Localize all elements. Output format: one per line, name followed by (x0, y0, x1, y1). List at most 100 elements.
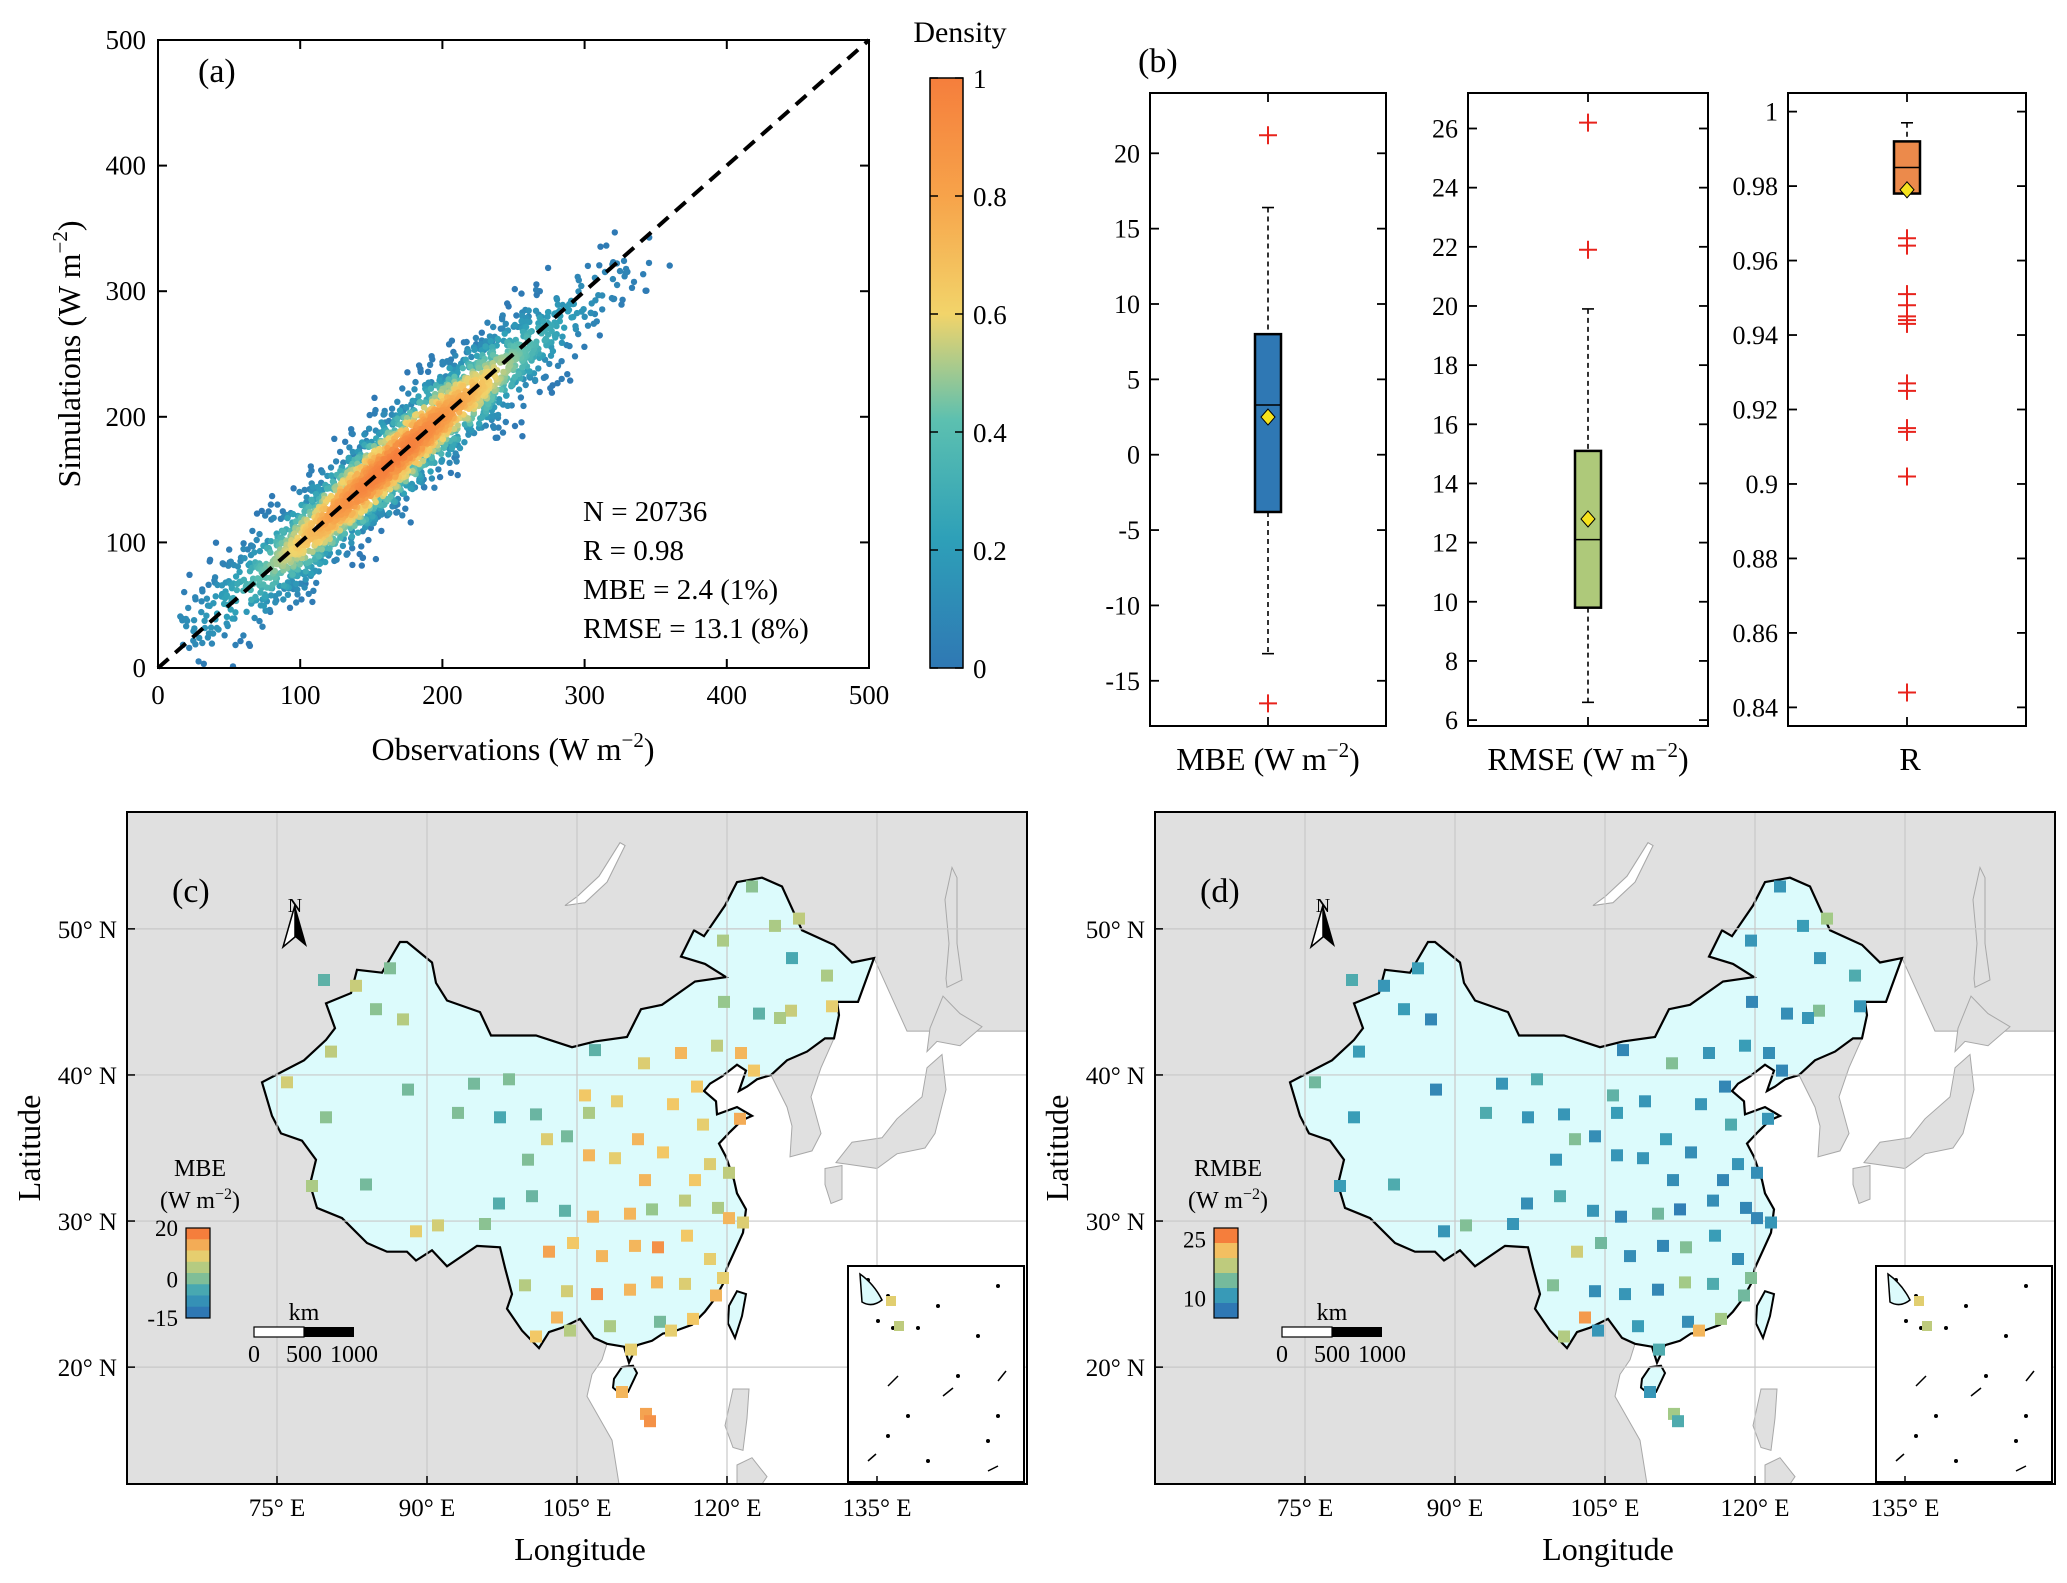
scatter-point (490, 424, 498, 431)
station-marker (1309, 1076, 1321, 1089)
north-label: N (288, 895, 302, 917)
taiwan-land (726, 1289, 748, 1341)
scatter-point (454, 471, 461, 479)
y-tick-label: 5 (1127, 365, 1140, 394)
station-marker (1554, 1190, 1566, 1203)
station-marker (886, 1296, 896, 1306)
station-marker (821, 969, 833, 982)
scatter-point (460, 383, 467, 390)
legend-swatch (1214, 1288, 1238, 1304)
scatter-point (236, 568, 243, 576)
scatter-point (588, 300, 595, 307)
station-marker (1854, 1000, 1866, 1013)
scatter-point (596, 262, 603, 269)
station-marker (737, 1216, 749, 1229)
scatter-point (497, 386, 505, 393)
inset-boundary (987, 1465, 999, 1472)
station-marker (746, 880, 758, 893)
station-marker (1507, 1218, 1519, 1230)
scatter-point (308, 467, 315, 474)
scatter-points (177, 229, 673, 668)
scatter-point (484, 319, 491, 326)
y-tick-label: 0.86 (1733, 619, 1779, 648)
scatter-point (315, 553, 323, 560)
y-tick-label: -15 (1105, 667, 1140, 696)
station-marker (1653, 1343, 1665, 1356)
scatter-point (490, 323, 497, 331)
scatter-point (269, 581, 276, 588)
station-marker (1717, 1174, 1729, 1187)
land-other (1764, 1457, 1796, 1484)
station-marker (1353, 1045, 1365, 1058)
legend-frame (185, 1227, 211, 1319)
station-marker (735, 1047, 747, 1059)
scatter-point (331, 435, 338, 442)
scale-bar-unit: km (1317, 1300, 1348, 1326)
y-tick-label: 8 (1445, 647, 1458, 676)
station-marker (1607, 1089, 1619, 1102)
station-marker (1674, 1203, 1686, 1216)
scatter-point (280, 528, 287, 535)
station-marker (611, 1095, 623, 1108)
scatter-point (272, 599, 279, 606)
y-axis-label: Latitude (11, 1095, 47, 1202)
scatter-point (349, 561, 356, 569)
station-marker (793, 912, 805, 925)
lat-tick-label: 50° N (58, 917, 117, 944)
legend-swatch (186, 1284, 210, 1296)
scatter-point (595, 292, 602, 299)
scatter-point (234, 563, 242, 570)
scatter-point (337, 534, 344, 541)
colorbar-title: Density (913, 16, 1006, 49)
scatter-point (494, 335, 501, 343)
station-marker (639, 1174, 651, 1187)
scatter-point (459, 364, 466, 372)
station-marker (1430, 1083, 1442, 1096)
station-marker (786, 952, 798, 965)
scatter-point (211, 574, 219, 581)
lon-tick-label: 135° E (1870, 1495, 1939, 1522)
scatter-point (447, 469, 455, 477)
panel-a-scatter: 0 100 200 300 400 500 0 100 200 300 400 500 (a) Obs… (48, 16, 1007, 767)
y-tick-label: 0.84 (1733, 693, 1779, 722)
scatter-point (515, 370, 522, 377)
scatter-point (522, 381, 529, 389)
scatter-point (482, 343, 489, 350)
scatter-point (553, 322, 560, 330)
station-marker (657, 1146, 669, 1159)
station-marker (1763, 1047, 1775, 1059)
scatter-point (473, 352, 481, 359)
scatter-point (545, 308, 552, 316)
station-marker (561, 1130, 573, 1143)
scatter-point (183, 623, 190, 630)
legend-swatch (186, 1295, 210, 1308)
scatter-point (437, 392, 445, 400)
y-tick-label: 0.92 (1733, 396, 1779, 425)
station-marker (370, 1003, 382, 1016)
station-marker (753, 1007, 765, 1020)
land-other (1972, 865, 1991, 989)
legend-tick-label: 20 (155, 1216, 178, 1241)
station-marker (691, 1080, 703, 1093)
scatter-point (240, 545, 247, 553)
station-marker (1707, 1194, 1719, 1207)
station-marker (530, 1330, 542, 1343)
inset-boundary (2015, 1465, 2027, 1472)
x-tick-label: 100 (280, 680, 321, 710)
scatter-point (556, 318, 563, 325)
scatter-point (237, 637, 244, 645)
scatter-point (207, 624, 215, 631)
scatter-point (232, 573, 240, 580)
mean-marker (1899, 181, 1915, 199)
inset-boundary (887, 1375, 899, 1387)
north-arrow-icon (1323, 905, 1335, 947)
scatter-point (554, 362, 562, 369)
station-marker (1388, 1178, 1400, 1191)
station-marker (1813, 1004, 1825, 1017)
station-marker (1378, 979, 1390, 992)
station-marker (1425, 1013, 1437, 1026)
station-marker (325, 1045, 337, 1058)
scatter-point (309, 483, 317, 490)
y-tick-label: 500 (106, 25, 147, 55)
scatter-point (343, 551, 350, 558)
